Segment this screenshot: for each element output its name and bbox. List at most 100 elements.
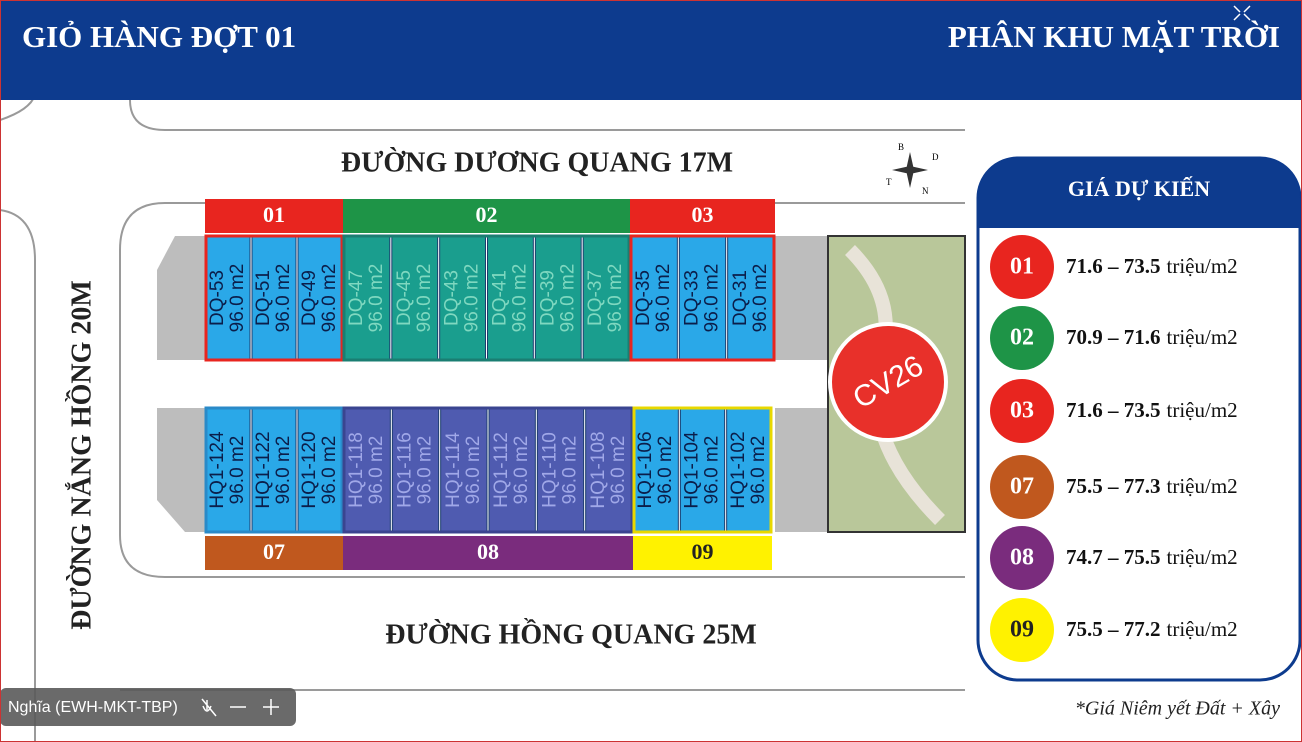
price-line: 74.7 – 75.5 triệu/m2 [1066, 545, 1238, 569]
road-label: ĐƯỜNG NẮNG HỒNG 20M [65, 280, 97, 630]
expand-icon[interactable] [1233, 5, 1251, 21]
lot-code: DQ-53 [207, 270, 228, 326]
zone-header [205, 199, 343, 233]
zone-border [342, 234, 631, 362]
price-line: 71.6 – 73.5 triệu/m2 [1066, 254, 1238, 278]
lot [251, 407, 297, 533]
block-end [775, 236, 828, 360]
zone-header [343, 536, 633, 570]
header-left-title: GIỎ HÀNG ĐỢT 01 [22, 19, 296, 54]
block-end [775, 408, 828, 532]
road-label: ĐƯỜNG HỒNG QUANG 25M [385, 618, 757, 650]
lot-code: HQ1-102 [728, 431, 749, 508]
lot-area: 96.0 m2 [702, 264, 723, 333]
zone-label: 03 [692, 202, 714, 227]
lot [439, 235, 486, 361]
road-label: ĐƯỜNG DƯƠNG QUANG 17M [341, 147, 733, 178]
lot-code: HQ1-116 [395, 432, 416, 508]
lot [297, 235, 343, 361]
lot-area: 96.0 m2 [366, 264, 387, 333]
lot-area: 96.0 m2 [462, 264, 483, 333]
zone-label: 08 [477, 539, 499, 564]
lot-code: DQ-43 [442, 270, 463, 326]
zone-label: 07 [263, 539, 285, 564]
lot-code: HQ1-120 [299, 431, 320, 508]
lot-area: 96.0 m2 [273, 436, 294, 505]
park-badge [828, 322, 948, 442]
lot [343, 407, 391, 533]
zone-badge-label: 07 [1010, 474, 1034, 500]
lot [487, 235, 534, 361]
zone-header [630, 199, 775, 233]
lot-area: 96.0 m2 [509, 264, 530, 333]
lot-code: HQ1-106 [635, 431, 656, 508]
lot-area: 96.0 m2 [653, 264, 674, 333]
lot-code: DQ-49 [299, 270, 320, 326]
zone-badge [990, 235, 1054, 299]
zone-border [204, 234, 344, 362]
zone-badge [990, 598, 1054, 662]
header-bar [0, 0, 1302, 100]
zone-label: 09 [692, 539, 714, 564]
lot-area: 96.0 m2 [227, 436, 248, 505]
lot [440, 407, 488, 533]
zone-header [205, 536, 343, 570]
lot-area: 96.0 m2 [750, 264, 771, 333]
lot [488, 407, 536, 533]
lot [679, 407, 726, 533]
compass: B D N T [886, 142, 939, 196]
price-line: 75.5 – 77.3 triệu/m2 [1066, 474, 1238, 498]
road-lines [0, 94, 965, 742]
lot-area: 96.0 m2 [605, 264, 626, 333]
lot-code: DQ-33 [682, 270, 703, 326]
zone-header [633, 536, 772, 570]
lot-area: 96.0 m2 [273, 264, 294, 333]
zone-border [342, 406, 634, 534]
lot [251, 235, 297, 361]
price-unit: triệu/m2 [1167, 398, 1238, 422]
zone-badge [990, 455, 1054, 519]
lot-area: 96.0 m2 [702, 436, 723, 505]
price-panel-title: GIÁ DỰ KIẾN [1068, 176, 1210, 201]
lot-code: DQ-41 [489, 270, 510, 326]
price-unit: triệu/m2 [1167, 545, 1238, 569]
lot [391, 235, 439, 361]
lot-area: 96.0 m2 [366, 436, 387, 505]
zone-label: 02 [476, 202, 498, 227]
lot [585, 407, 633, 533]
price-range: 75.5 – 77.2 [1066, 617, 1161, 641]
lot-code: DQ-39 [537, 270, 558, 326]
price-range: 71.6 – 73.5 [1066, 254, 1161, 278]
price-line: 71.6 – 73.5 triệu/m2 [1066, 398, 1238, 422]
lot-code: HQ1-108 [588, 431, 609, 508]
participant-overlay[interactable] [0, 688, 296, 726]
zone-badge-label: 09 [1010, 617, 1034, 643]
lot-area: 96.0 m2 [319, 436, 340, 505]
lot-code: HQ1-110 [540, 432, 561, 508]
overlay-icons[interactable] [201, 698, 279, 717]
block-end [157, 236, 205, 360]
zone-header [343, 199, 630, 233]
zone-border [632, 406, 773, 534]
lot-area: 96.0 m2 [560, 436, 581, 505]
participant-name: Nghĩa (EWH-MKT-TBP) [8, 699, 178, 716]
lot-code: DQ-35 [633, 270, 654, 326]
zone-badge-label: 03 [1010, 398, 1034, 424]
price-unit: triệu/m2 [1167, 325, 1238, 349]
compass-letter: N [922, 186, 929, 196]
zone-badge [990, 306, 1054, 370]
lot-code: HQ1-118 [346, 432, 367, 508]
price-panel-header [978, 158, 1300, 228]
lot-code: DQ-45 [394, 270, 415, 326]
lot-area: 96.0 m2 [415, 436, 436, 505]
price-range: 71.6 – 73.5 [1066, 398, 1161, 422]
lot-area: 96.0 m2 [655, 436, 676, 505]
price-range: 70.9 – 71.6 [1066, 325, 1161, 349]
lot-code: HQ1-104 [682, 431, 703, 509]
zone-label: 01 [263, 202, 285, 227]
zone-badge [990, 526, 1054, 590]
lot-area: 96.0 m2 [608, 436, 629, 505]
price-range: 75.5 – 77.3 [1066, 474, 1161, 498]
compass-letter: B [898, 142, 904, 152]
lot-code: DQ-51 [253, 270, 274, 326]
